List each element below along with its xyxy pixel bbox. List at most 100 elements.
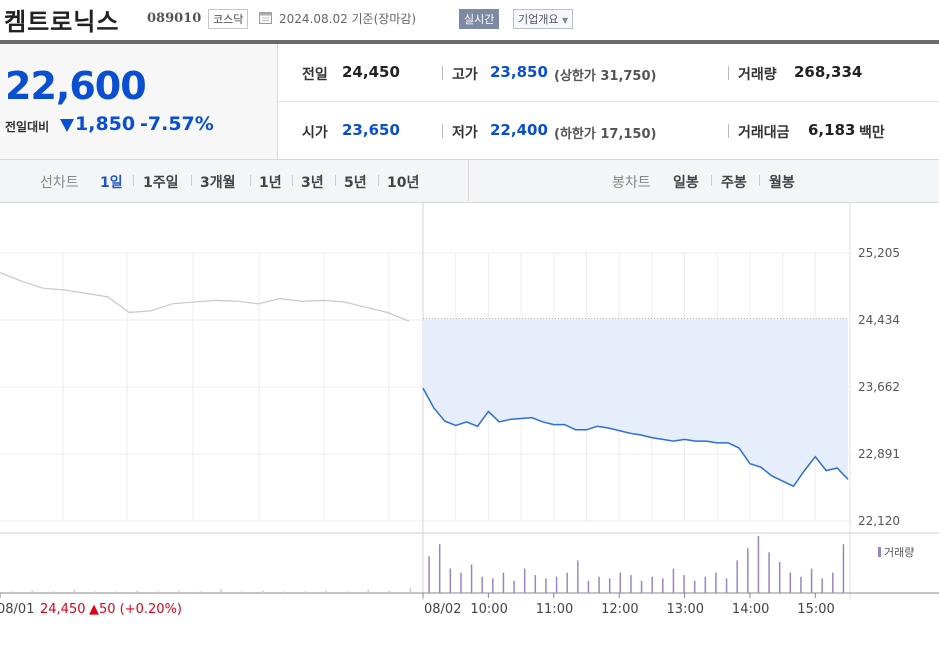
x-tick-label: 12:00 bbox=[601, 602, 638, 617]
x-tick-label: 14:00 bbox=[732, 602, 769, 617]
calendar-icon bbox=[259, 12, 272, 24]
volume-bar bbox=[157, 591, 159, 593]
volume-bar bbox=[725, 578, 728, 593]
volume-bar bbox=[136, 590, 138, 593]
x-tick-label: 15:00 bbox=[797, 602, 834, 617]
volume-bar bbox=[768, 552, 770, 593]
tab-1week[interactable]: 1주일 bbox=[143, 175, 179, 191]
stats-row-divider bbox=[278, 101, 939, 102]
company-overview-label: 기업개요 bbox=[518, 13, 559, 26]
volume-bar bbox=[325, 590, 327, 593]
high-value: 23,850 bbox=[490, 63, 548, 81]
volume-bar bbox=[715, 572, 717, 593]
volume-bar bbox=[283, 591, 285, 593]
stat-separator bbox=[442, 66, 443, 80]
volume-bar bbox=[115, 591, 117, 593]
volume-bar bbox=[736, 560, 738, 593]
volume-bar bbox=[10, 591, 12, 593]
prev-close-label: 전일 bbox=[302, 67, 328, 83]
volume-bar bbox=[651, 576, 653, 593]
amount-value: 6,183 bbox=[808, 121, 856, 139]
volume-bar bbox=[52, 591, 54, 593]
y-tick-label: 22,120 bbox=[858, 514, 900, 528]
x-tick-label: 08/01 bbox=[0, 602, 34, 617]
company-overview-button[interactable]: 기업개요 ▼ bbox=[513, 9, 574, 29]
volume-bar bbox=[555, 576, 558, 593]
x-tick-label: 08/02 bbox=[424, 602, 461, 617]
volume-bar bbox=[73, 589, 75, 593]
low-value: 22,400 bbox=[490, 121, 548, 139]
volume-bar bbox=[747, 548, 749, 593]
tab-1year[interactable]: 1년 bbox=[259, 175, 282, 191]
tab-separator bbox=[292, 175, 293, 186]
volume-legend-marker bbox=[878, 547, 881, 557]
header-divider bbox=[0, 40, 939, 44]
tab-3month[interactable]: 3개월 bbox=[200, 175, 236, 191]
high-label: 고가 bbox=[452, 67, 478, 83]
tab-separator bbox=[378, 175, 379, 186]
lower-limit: (하한가 17,150) bbox=[554, 127, 657, 142]
prev-close-value: 24,450 bbox=[342, 63, 400, 81]
volume-bar bbox=[608, 578, 611, 593]
volume-legend-label: 거래량 bbox=[884, 546, 914, 559]
reference-date: 2024.08.02 기준(장마감) bbox=[279, 12, 417, 26]
volume-bar bbox=[757, 536, 760, 593]
tab-3year[interactable]: 3년 bbox=[301, 175, 324, 191]
volume-bar bbox=[513, 580, 515, 593]
x-tick-label: 10:00 bbox=[470, 602, 507, 617]
stat-separator bbox=[728, 124, 729, 138]
volume-bar bbox=[778, 562, 781, 593]
tab-1day[interactable]: 1일 bbox=[100, 175, 123, 191]
volume-bar bbox=[534, 575, 537, 593]
volume-bar bbox=[428, 556, 430, 593]
volume-bar bbox=[449, 568, 452, 593]
volume-bar bbox=[31, 590, 33, 593]
volume-bar bbox=[800, 576, 802, 593]
open-value: 23,650 bbox=[342, 121, 400, 139]
volume-bar bbox=[262, 590, 264, 593]
tab-separator bbox=[133, 175, 134, 186]
price-fill-area bbox=[423, 318, 848, 487]
amount-unit: 백만 bbox=[859, 125, 885, 141]
volume-bar bbox=[438, 544, 441, 593]
prev-change-text: ▲50 (+0.20%) bbox=[89, 602, 182, 617]
stock-name: 켐트로닉스 bbox=[4, 8, 120, 36]
stat-separator bbox=[442, 124, 443, 138]
tab-5year[interactable]: 5년 bbox=[344, 175, 367, 191]
y-tick-label: 22,891 bbox=[858, 447, 900, 461]
down-triangle-icon bbox=[60, 119, 74, 132]
tab-daily-candle[interactable]: 일봉 bbox=[673, 175, 699, 191]
amount-label: 거래대금 bbox=[738, 125, 790, 141]
volume-bar bbox=[672, 568, 675, 593]
volume-bar bbox=[619, 572, 622, 593]
volume-bar bbox=[810, 568, 813, 593]
volume-bar bbox=[566, 572, 568, 593]
realtime-button[interactable]: 실시간 bbox=[459, 9, 500, 29]
price-chart: 25,205 24,434 23,662 22,891 22,120 거래량 08/01 08… bbox=[0, 202, 939, 617]
tab-10year[interactable]: 10년 bbox=[387, 175, 420, 191]
volume-bar bbox=[460, 572, 462, 593]
change-value: 1,850 bbox=[75, 113, 136, 135]
volume-bar bbox=[492, 578, 494, 593]
line-chart-label: 선차트 bbox=[40, 175, 79, 191]
volume-bar bbox=[832, 572, 834, 593]
price-panel bbox=[0, 44, 278, 159]
tab-group-divider bbox=[468, 160, 469, 201]
series-line-0801 bbox=[0, 271, 410, 322]
volume-bar bbox=[502, 572, 505, 593]
y-tick-label: 25,205 bbox=[858, 246, 900, 260]
volume-bar bbox=[178, 590, 180, 593]
volume-bar bbox=[842, 544, 845, 593]
tab-monthly-candle[interactable]: 월봉 bbox=[769, 175, 795, 191]
volume-label: 거래량 bbox=[738, 67, 777, 83]
candle-chart-label: 봉차트 bbox=[612, 175, 651, 191]
chart-tab-bar bbox=[0, 159, 939, 203]
volume-bar bbox=[523, 568, 526, 593]
volume-bar bbox=[587, 580, 590, 593]
x-tick-label: 13:00 bbox=[667, 602, 704, 617]
volume-bar bbox=[409, 588, 411, 593]
tab-weekly-candle[interactable]: 주봉 bbox=[721, 175, 747, 191]
tab-separator bbox=[759, 175, 760, 186]
market-badge: 코스닥 bbox=[208, 9, 249, 29]
change-label: 전일대비 bbox=[5, 120, 50, 134]
